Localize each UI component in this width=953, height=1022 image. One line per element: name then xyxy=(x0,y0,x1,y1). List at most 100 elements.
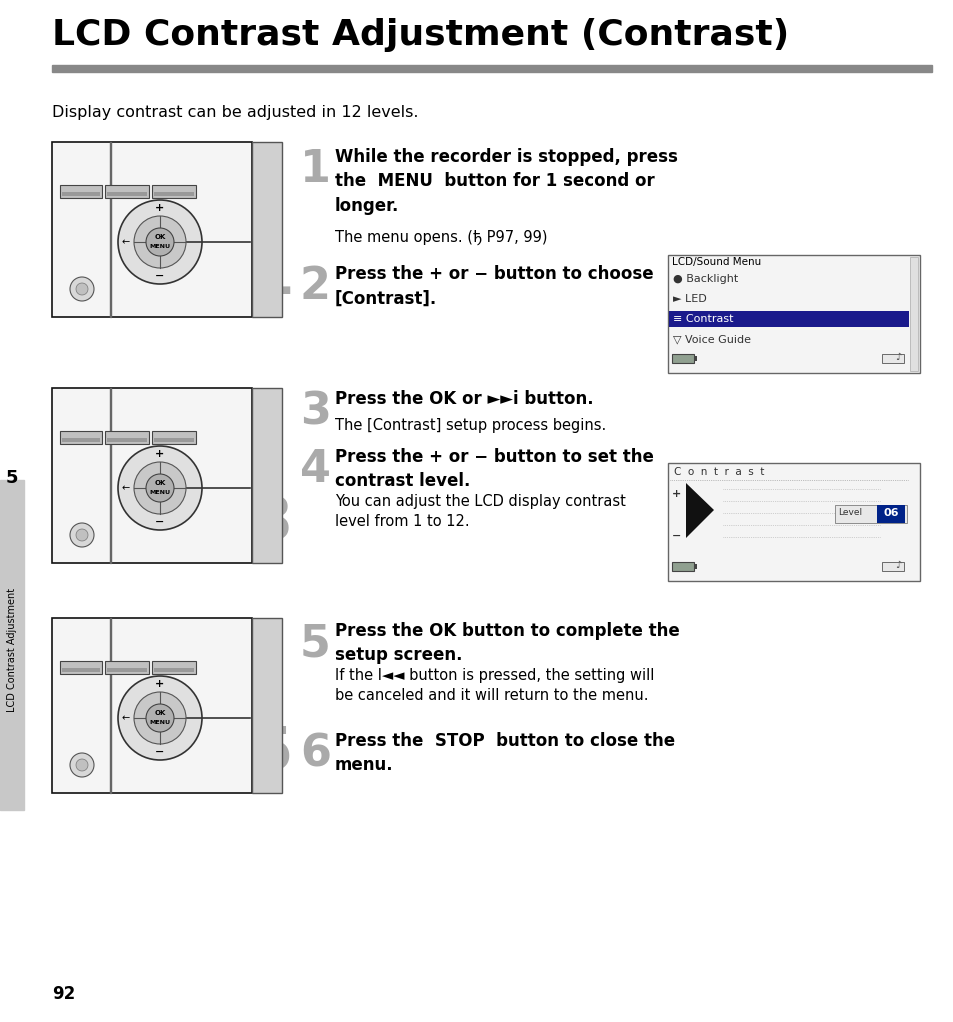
Circle shape xyxy=(70,523,94,547)
Text: Level: Level xyxy=(837,508,862,517)
Bar xyxy=(60,185,102,198)
Text: +: + xyxy=(155,203,165,213)
Bar xyxy=(876,505,904,523)
Bar xyxy=(110,388,112,563)
Text: −: − xyxy=(155,271,165,281)
Text: LCD Contrast Adjustment: LCD Contrast Adjustment xyxy=(7,588,17,712)
Text: ● Backlight: ● Backlight xyxy=(672,274,738,284)
Bar xyxy=(52,142,252,317)
Bar xyxy=(105,661,149,673)
Circle shape xyxy=(76,529,88,541)
Bar xyxy=(252,142,282,317)
Circle shape xyxy=(118,200,202,284)
Bar xyxy=(153,192,193,196)
Bar xyxy=(834,505,906,523)
Text: +: + xyxy=(155,449,165,459)
Text: ♪: ♪ xyxy=(894,352,901,362)
Text: OK: OK xyxy=(154,710,166,716)
Text: ♪: ♪ xyxy=(894,560,901,570)
Text: ←: ← xyxy=(122,483,130,493)
Text: OK: OK xyxy=(154,234,166,240)
Bar xyxy=(62,192,100,196)
Text: −: − xyxy=(671,531,680,541)
Bar xyxy=(252,388,282,563)
Bar xyxy=(671,562,693,571)
Text: 6: 6 xyxy=(61,653,103,712)
Bar xyxy=(110,142,112,317)
Text: +: + xyxy=(155,679,165,689)
Text: 06: 06 xyxy=(882,508,898,518)
Bar xyxy=(52,388,252,563)
Bar xyxy=(152,185,195,198)
Circle shape xyxy=(76,283,88,295)
Bar xyxy=(107,668,147,672)
Bar xyxy=(153,668,193,672)
Text: Press the OK button to complete the
setup screen.: Press the OK button to complete the setu… xyxy=(335,622,679,664)
Text: Press the + or − button to choose
[Contrast].: Press the + or − button to choose [Contr… xyxy=(335,265,653,308)
Text: 1: 1 xyxy=(299,148,331,191)
Text: Display contrast can be adjusted in 12 levels.: Display contrast can be adjusted in 12 l… xyxy=(52,105,418,120)
Bar xyxy=(0,480,24,810)
Bar xyxy=(671,354,693,363)
Circle shape xyxy=(146,474,173,502)
Text: −: − xyxy=(155,517,165,527)
Text: ←: ← xyxy=(122,237,130,247)
Bar xyxy=(667,256,919,373)
Text: 6: 6 xyxy=(299,732,331,775)
Circle shape xyxy=(133,692,186,744)
Text: Press the OK or ►►i button.: Press the OK or ►►i button. xyxy=(335,390,593,408)
Text: 2: 2 xyxy=(299,265,331,308)
Circle shape xyxy=(133,216,186,268)
Circle shape xyxy=(146,228,173,256)
Circle shape xyxy=(146,704,173,732)
Bar xyxy=(668,311,908,327)
Text: 3: 3 xyxy=(251,494,293,553)
Text: ≡ Contrast: ≡ Contrast xyxy=(672,314,733,324)
Text: The menu opens. (ђ P97, 99): The menu opens. (ђ P97, 99) xyxy=(335,230,547,245)
Text: If the I◄◄ button is pressed, the setting will
be canceled and it will return to: If the I◄◄ button is pressed, the settin… xyxy=(335,668,654,703)
Bar xyxy=(52,618,252,793)
Text: 2: 2 xyxy=(61,177,103,236)
Bar xyxy=(693,356,697,361)
Bar xyxy=(105,185,149,198)
Text: MENU: MENU xyxy=(150,244,171,249)
Text: Press the + or − button to set the
contrast level.: Press the + or − button to set the contr… xyxy=(335,448,653,491)
Text: −: − xyxy=(155,747,165,757)
Text: LCD/Sound Menu: LCD/Sound Menu xyxy=(671,257,760,267)
Bar xyxy=(62,438,100,442)
Text: ←: ← xyxy=(122,713,130,723)
Bar xyxy=(882,562,903,571)
Text: MENU: MENU xyxy=(150,721,171,725)
Text: 4: 4 xyxy=(299,448,331,491)
Text: You can adjust the LCD display contrast
level from 1 to 12.: You can adjust the LCD display contrast … xyxy=(335,494,625,528)
Bar xyxy=(105,431,149,444)
Text: While the recorder is stopped, press
the  MENU  button for 1 second or
longer.: While the recorder is stopped, press the… xyxy=(335,148,678,215)
Bar xyxy=(667,463,919,580)
Bar xyxy=(252,618,282,793)
Bar xyxy=(152,661,195,673)
Text: C  o  n  t  r  a  s  t: C o n t r a s t xyxy=(673,467,763,477)
Text: 3: 3 xyxy=(299,390,331,433)
Circle shape xyxy=(118,676,202,760)
Bar xyxy=(52,65,931,72)
Bar xyxy=(152,431,195,444)
Bar xyxy=(62,668,100,672)
Text: 92: 92 xyxy=(52,985,75,1003)
Text: MENU: MENU xyxy=(150,490,171,495)
Bar xyxy=(693,564,697,569)
Text: 5: 5 xyxy=(251,724,293,783)
Bar xyxy=(60,431,102,444)
Bar xyxy=(107,438,147,442)
Bar xyxy=(882,354,903,363)
Text: The [Contrast] setup process begins.: The [Contrast] setup process begins. xyxy=(335,418,605,433)
Bar xyxy=(153,438,193,442)
Bar xyxy=(107,192,147,196)
Text: +: + xyxy=(671,489,680,499)
Circle shape xyxy=(70,753,94,777)
Circle shape xyxy=(133,462,186,514)
Circle shape xyxy=(70,277,94,301)
Text: ► LED: ► LED xyxy=(672,294,706,304)
Bar xyxy=(60,661,102,673)
Circle shape xyxy=(76,759,88,771)
Polygon shape xyxy=(685,483,713,538)
